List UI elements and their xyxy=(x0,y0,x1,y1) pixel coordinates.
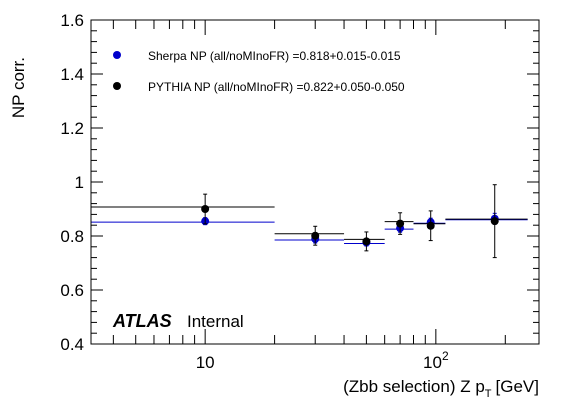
y-tick-label: 0.4 xyxy=(60,335,84,354)
x-axis-label: (Zbb selection) Z pT [GeV] xyxy=(343,377,539,400)
x-tick-label: 102 xyxy=(423,349,449,372)
data-point xyxy=(362,237,371,246)
x-axis-label-main: (Zbb selection) Z p xyxy=(343,377,485,396)
legend-entry: Sherpa NP (all/noMInoFR) =0.818+0.015-0.… xyxy=(148,49,401,63)
x-tick-label-exponent: 2 xyxy=(442,349,449,363)
data-point xyxy=(201,205,210,213)
series-sherpa xyxy=(91,212,528,247)
legend-marker xyxy=(113,51,121,59)
data-point xyxy=(490,217,499,226)
y-tick-label: 1.4 xyxy=(60,65,84,84)
data-marks xyxy=(91,184,528,259)
data-point xyxy=(426,221,435,230)
legend-marker xyxy=(113,82,121,90)
atlas-status-label: Internal xyxy=(187,312,244,331)
y-axis-label: NP corr. xyxy=(9,57,28,118)
atlas-label: ATLAS xyxy=(112,311,172,331)
plot-frame xyxy=(90,19,540,345)
y-tick-label: 1.6 xyxy=(60,11,84,30)
y-tick-label: 0.6 xyxy=(60,281,84,300)
y-tick-label: 1 xyxy=(75,173,84,192)
y-tick-label: 1.2 xyxy=(60,119,84,138)
axis-ticks xyxy=(91,19,539,345)
x-axis-label-unit: [GeV] xyxy=(496,377,539,396)
data-point xyxy=(311,231,320,240)
series-pythia xyxy=(91,184,528,259)
legend: Sherpa NP (all/noMInoFR) =0.818+0.015-0.… xyxy=(113,49,405,94)
data-point xyxy=(396,219,405,228)
legend-entry: PYTHIA NP (all/noMInoFR) =0.822+0.050-0.… xyxy=(148,80,405,94)
x-tick-label: 10 xyxy=(196,353,215,372)
y-tick-label: 0.8 xyxy=(60,227,84,246)
x-axis-label-subscript: T xyxy=(485,388,492,400)
